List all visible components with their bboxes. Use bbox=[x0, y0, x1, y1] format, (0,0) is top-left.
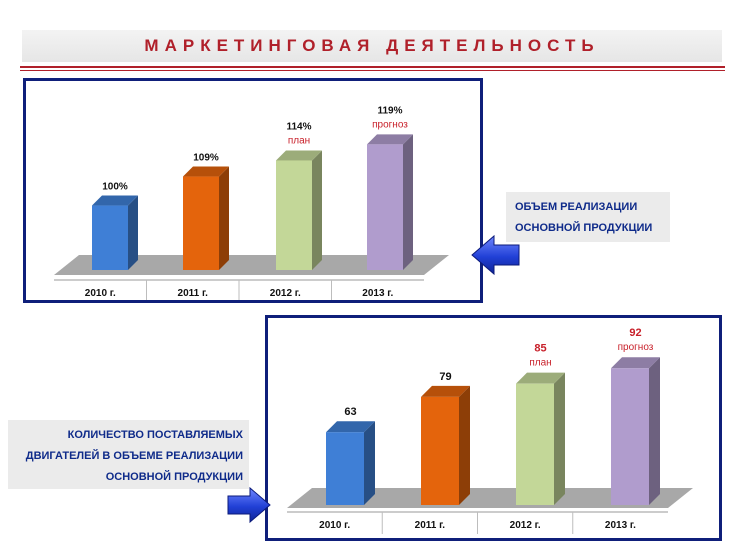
bar-2013 г. bbox=[367, 134, 413, 270]
bar-side bbox=[554, 372, 565, 505]
caption-line: ОБЪЕМ РЕАЛИЗАЦИИ bbox=[515, 201, 638, 213]
value-label: 100% bbox=[102, 182, 128, 193]
bar-top bbox=[276, 150, 322, 161]
bar-2012 г. bbox=[276, 150, 322, 270]
value-note: прогноз bbox=[618, 342, 654, 353]
bar-2011 г. bbox=[183, 166, 229, 270]
bar-front bbox=[326, 432, 364, 505]
bar-side bbox=[364, 421, 375, 505]
arrow-left-icon bbox=[471, 234, 520, 276]
title-rule-thick bbox=[20, 66, 725, 68]
caption-line: ОСНОВНОЙ ПРОДУКЦИИ bbox=[105, 471, 243, 483]
value-label: 85 bbox=[534, 343, 546, 355]
bar-front bbox=[92, 205, 128, 270]
bar-front bbox=[183, 176, 219, 270]
bar-top bbox=[611, 357, 660, 369]
value-label: 92 bbox=[629, 327, 641, 339]
page-title: МАРКЕТИНГОВАЯ ДЕЯТЕЛЬНОСТЬ bbox=[144, 36, 600, 55]
value-note: прогноз bbox=[372, 119, 408, 130]
bar-top bbox=[367, 134, 413, 145]
category-label: 2011 г. bbox=[415, 520, 446, 531]
title-bar: МАРКЕТИНГОВАЯ ДЕЯТЕЛЬНОСТЬ bbox=[22, 30, 722, 62]
title-rule-thin bbox=[20, 70, 725, 71]
arrow-right-icon bbox=[227, 486, 271, 524]
category-label: 2010 г. bbox=[319, 520, 350, 531]
bar-top bbox=[516, 372, 565, 384]
sales-volume-caption: ОБЪЕМ РЕАЛИЗАЦИИ ОСНОВНОЙ ПРОДУКЦИИ bbox=[506, 192, 670, 242]
category-label: 2012 г. bbox=[270, 288, 301, 299]
value-label: 63 bbox=[344, 406, 356, 418]
bar-side bbox=[128, 195, 138, 270]
category-label: 2011 г. bbox=[178, 288, 209, 299]
sales-volume-chart: 100% 2010 г. 109% 2011 г. 114% план 2012 г. 119… bbox=[54, 105, 449, 300]
caption-line: КОЛИЧЕСТВО ПОСТАВЛЯЕМЫХ bbox=[67, 429, 243, 441]
bar-side bbox=[312, 150, 322, 270]
bar-front bbox=[611, 368, 649, 505]
bar-2010 г. bbox=[92, 195, 138, 270]
bar-front bbox=[276, 160, 312, 270]
bar-top bbox=[92, 195, 138, 206]
bar-top bbox=[183, 166, 229, 177]
category-label: 2013 г. bbox=[362, 288, 393, 299]
bar-side bbox=[219, 166, 229, 270]
bar-2012 г. bbox=[516, 372, 565, 505]
value-label: 114% bbox=[286, 121, 311, 132]
value-note: план bbox=[288, 135, 310, 146]
value-label: 119% bbox=[377, 105, 402, 116]
bar-2010 г. bbox=[326, 421, 375, 505]
bar-side bbox=[403, 134, 413, 270]
category-label: 2013 г. bbox=[605, 520, 636, 531]
value-label: 79 bbox=[439, 371, 451, 383]
bar-side bbox=[459, 385, 470, 505]
category-label: 2012 г. bbox=[510, 520, 541, 531]
engines-count-caption: КОЛИЧЕСТВО ПОСТАВЛЯЕМЫХ ДВИГАТЕЛЕЙ В ОБЪ… bbox=[8, 420, 249, 489]
bar-front bbox=[421, 396, 459, 505]
bar-2011 г. bbox=[421, 385, 470, 505]
caption-line: ОСНОВНОЙ ПРОДУКЦИИ bbox=[515, 222, 653, 234]
bar-top bbox=[326, 421, 375, 433]
bar-side bbox=[649, 357, 660, 505]
category-label: 2010 г. bbox=[85, 288, 116, 299]
engines-count-chart: 63 2010 г. 79 2011 г. 85 план 2012 г. 92 прогноз… bbox=[287, 327, 693, 534]
value-label: 109% bbox=[193, 153, 219, 164]
bar-front bbox=[367, 144, 403, 270]
chart-floor bbox=[287, 488, 693, 508]
bar-front bbox=[516, 383, 554, 505]
bar-top bbox=[421, 385, 470, 397]
bar-2013 г. bbox=[611, 357, 660, 505]
value-note: план bbox=[529, 358, 551, 369]
chart-floor bbox=[54, 255, 449, 275]
engines-count-chart-frame: 63 2010 г. 79 2011 г. 85 план 2012 г. 92 прогноз… bbox=[265, 315, 722, 541]
sales-volume-chart-frame: 100% 2010 г. 109% 2011 г. 114% план 2012 г. 119… bbox=[23, 78, 483, 303]
caption-line: ДВИГАТЕЛЕЙ В ОБЪЕМЕ РЕАЛИЗАЦИИ bbox=[25, 450, 243, 462]
